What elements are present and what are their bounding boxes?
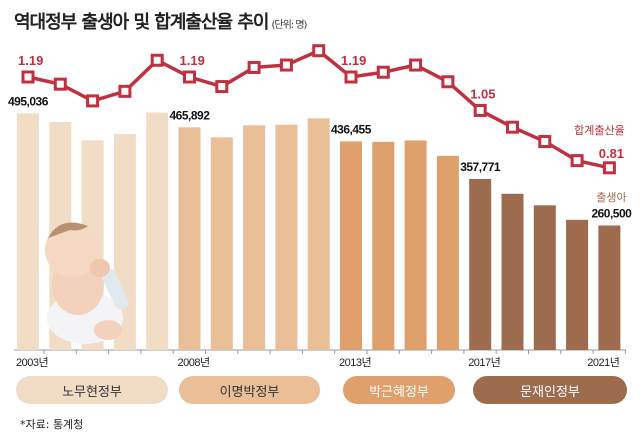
fertility-point-2009	[215, 80, 229, 94]
fertility-point-2019	[538, 135, 552, 149]
birth-label-2021: 260,500	[591, 206, 632, 220]
title-text: 역대정부 출생아 및 합계출산율 추이	[14, 12, 269, 33]
fertility-label-2013: 1.19	[341, 53, 366, 68]
fertility-point-2012	[312, 44, 326, 58]
chart-title: 역대정부 출생아 및 합계출산율 추이 (단위: 명)	[14, 8, 307, 34]
birth-label-2013: 436,455	[331, 122, 372, 136]
bar-2011	[275, 124, 298, 351]
bar-2014	[372, 141, 395, 350]
fertility-point-2004	[53, 77, 67, 91]
bar-2019	[533, 205, 556, 350]
government-label: 이명박정부	[179, 376, 320, 404]
baby-illustration	[45, 222, 129, 344]
fertility-point-2020	[570, 154, 584, 168]
bar-2009	[210, 137, 233, 350]
fertility-point-2006	[118, 84, 132, 98]
government-label: 박근혜정부	[343, 376, 455, 404]
fertility-point-2018	[506, 120, 519, 134]
fertility-point-2013	[344, 70, 358, 84]
x-tick-label-2017: 2017년	[468, 356, 500, 369]
bar-2021	[598, 225, 621, 350]
x-tick-label-2021: 2021년	[587, 356, 619, 369]
bar-2010	[243, 125, 266, 350]
birth-label-2008: 465,892	[170, 108, 211, 122]
fertility-point-2008	[183, 70, 196, 84]
fertility-point-2014	[376, 65, 390, 79]
legend-fertility: 합계출산율	[574, 124, 625, 137]
fertility-point-2005	[86, 94, 100, 108]
fertility-point-2011	[279, 58, 293, 72]
fertility-label-2003: 1.19	[18, 53, 43, 68]
fertility-point-2003	[21, 70, 35, 84]
bar-2013	[340, 141, 362, 350]
bar-2020	[566, 219, 589, 350]
fertility-point-2007	[150, 53, 164, 67]
bar-2015	[404, 140, 427, 350]
x-tick-label-2003: 2003년	[16, 356, 48, 369]
x-tick-label-2013: 2013년	[339, 356, 371, 369]
bar-2008	[178, 127, 201, 351]
fertility-label-2017: 1.05	[470, 86, 495, 101]
government-label: 노무현정부	[16, 376, 168, 404]
bar-2016	[436, 155, 459, 350]
x-tick-label-2008: 2008년	[178, 356, 210, 369]
birth-label-2017: 357,771	[460, 160, 501, 174]
fertility-point-2017	[473, 103, 487, 117]
fertility-label-2008: 1.19	[180, 53, 205, 68]
bar-2018	[501, 193, 524, 350]
fertility-label-2021: 0.81	[599, 146, 624, 161]
bar-2003	[17, 113, 39, 350]
source-note: *자료: 통계청	[20, 418, 84, 431]
fertility-point-2021	[602, 161, 616, 175]
fertility-point-2010	[247, 60, 261, 74]
unit-label: (단위: 명)	[271, 20, 307, 31]
fertility-point-2016	[441, 75, 455, 89]
birth-label-2003: 495,036	[8, 94, 49, 108]
bar-2017	[469, 178, 492, 350]
bar-2012	[307, 118, 330, 350]
bar-2007	[146, 112, 169, 351]
government-label: 문재인정부	[473, 376, 627, 404]
fertility-point-2015	[409, 58, 423, 72]
legend-births: 출생아	[596, 191, 626, 204]
